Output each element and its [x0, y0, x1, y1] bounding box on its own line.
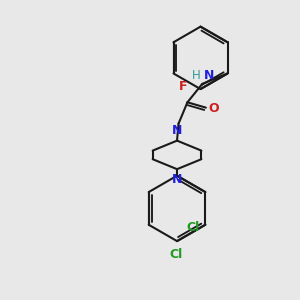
Text: H: H	[192, 69, 201, 82]
Text: N: N	[172, 124, 182, 137]
Text: Cl: Cl	[186, 221, 200, 234]
Text: F: F	[179, 80, 188, 93]
Text: N: N	[172, 173, 182, 186]
Text: O: O	[209, 102, 220, 115]
Text: Cl: Cl	[169, 248, 182, 261]
Text: N: N	[203, 69, 214, 82]
